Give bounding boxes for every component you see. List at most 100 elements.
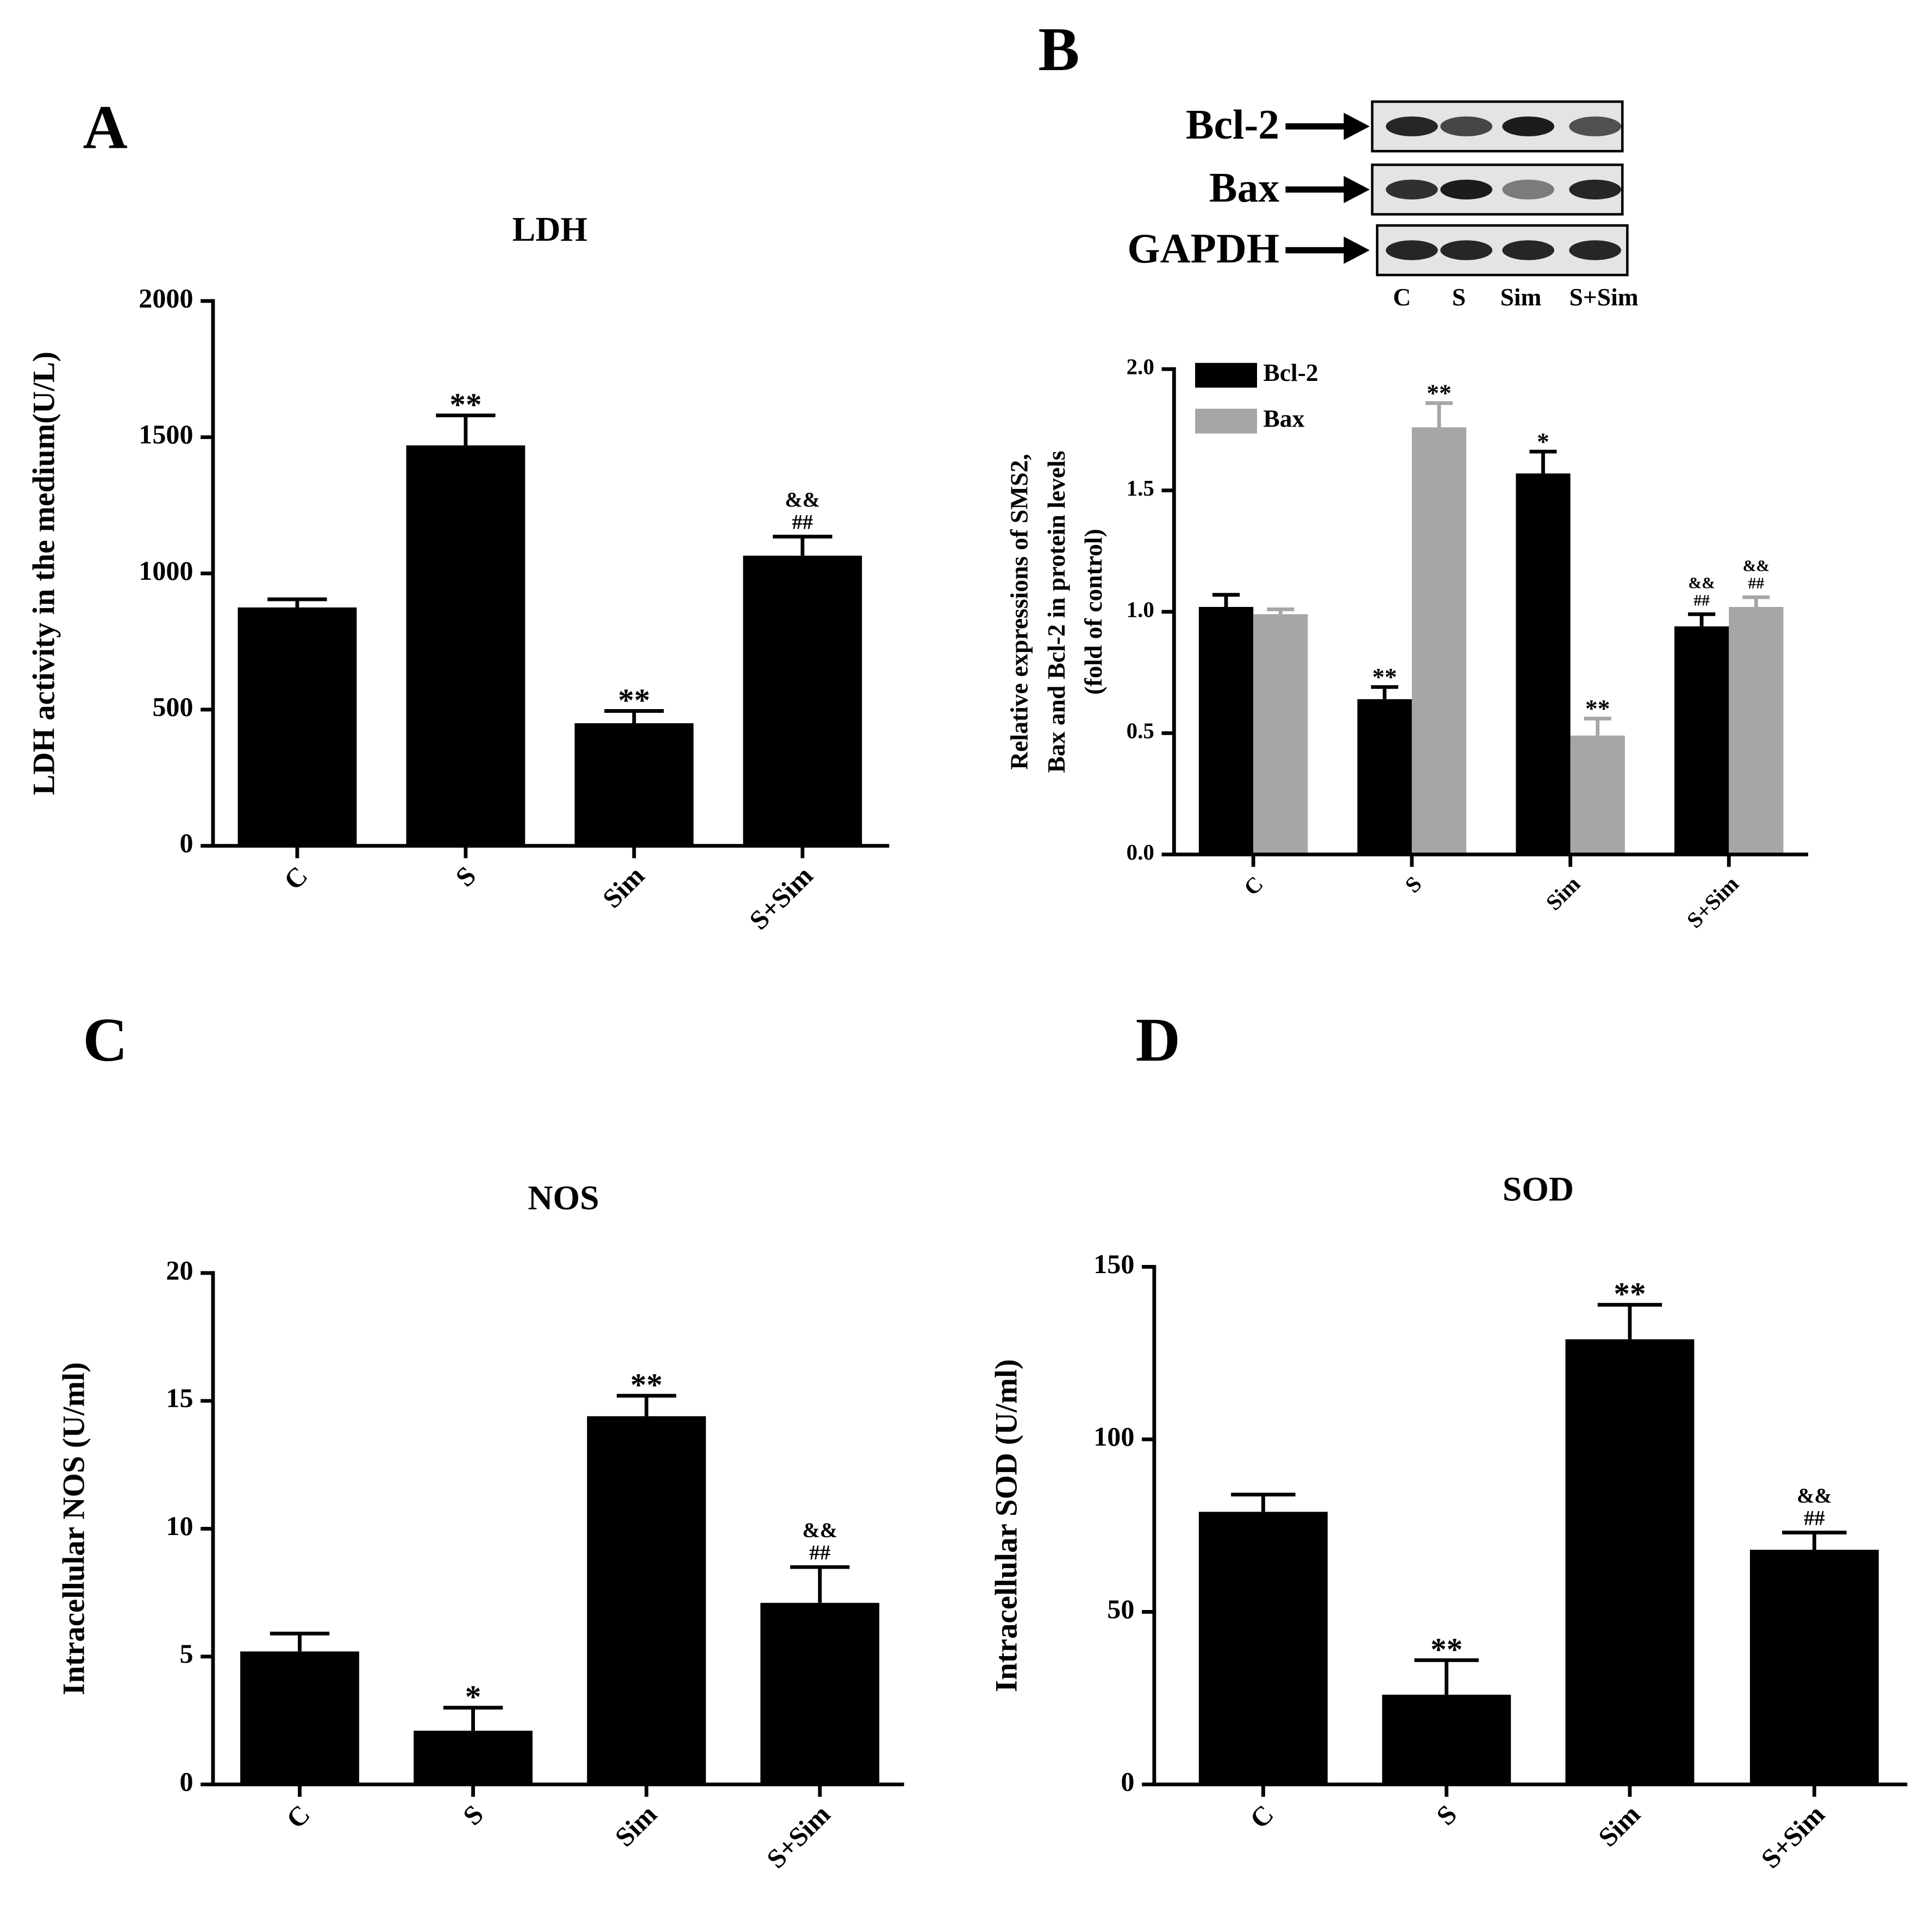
legend-label: Bcl-2 bbox=[1263, 359, 1318, 386]
blot-band bbox=[1569, 240, 1622, 260]
bar bbox=[240, 1651, 359, 1784]
y-tick-label: 5 bbox=[179, 1638, 193, 1669]
y-tick-label: 1000 bbox=[139, 555, 193, 586]
x-tick-label: C bbox=[1239, 871, 1267, 900]
blot-lane-label: S bbox=[1452, 283, 1466, 311]
blot-band bbox=[1569, 116, 1622, 136]
blot-band bbox=[1502, 179, 1554, 200]
y-tick-label: 100 bbox=[1093, 1421, 1134, 1451]
blot-lane-label: C bbox=[1393, 283, 1411, 311]
legend-swatch bbox=[1195, 409, 1258, 434]
x-tick-label: S bbox=[1430, 1799, 1462, 1831]
y-axis-label: LDH activity in the medium(U/L) bbox=[27, 352, 61, 795]
chart-title: LDH bbox=[512, 210, 587, 248]
x-tick-label: Sim bbox=[609, 1799, 662, 1852]
blot-band bbox=[1569, 179, 1622, 200]
y-tick-label: 0.0 bbox=[1127, 840, 1154, 864]
annotation: ## bbox=[1693, 592, 1710, 609]
blot-row-label: Bax bbox=[1209, 164, 1279, 211]
bar bbox=[587, 1416, 706, 1784]
y-axis-label: Relative expressions of SMS2, bbox=[1005, 454, 1033, 769]
blot-arrowhead bbox=[1343, 236, 1370, 264]
bar bbox=[1750, 1550, 1879, 1784]
y-tick-label: 0 bbox=[1121, 1766, 1134, 1796]
annotation: && bbox=[1797, 1484, 1832, 1507]
bar bbox=[1253, 614, 1308, 855]
bar bbox=[1198, 606, 1254, 855]
blot-row-label: GAPDH bbox=[1127, 225, 1279, 272]
annotation: ** bbox=[618, 682, 650, 718]
blot-band bbox=[1386, 179, 1438, 200]
blot-band bbox=[1440, 179, 1493, 200]
bar bbox=[1516, 473, 1571, 855]
y-tick-label: 150 bbox=[1093, 1249, 1134, 1279]
bar bbox=[743, 555, 862, 846]
bar bbox=[760, 1602, 879, 1784]
x-tick-label: C bbox=[1244, 1799, 1279, 1834]
y-tick-label: 2.0 bbox=[1127, 354, 1154, 379]
bar bbox=[1411, 427, 1467, 855]
annotation: ** bbox=[1427, 379, 1452, 407]
blot-band bbox=[1440, 116, 1493, 136]
y-tick-label: 1500 bbox=[139, 419, 193, 449]
annotation: * bbox=[1537, 428, 1549, 455]
annotation: && bbox=[785, 488, 820, 512]
bar bbox=[574, 723, 694, 846]
blot-band bbox=[1386, 116, 1438, 136]
y-tick-label: 1.0 bbox=[1127, 597, 1154, 622]
annotation: ## bbox=[1748, 575, 1765, 592]
y-tick-label: 50 bbox=[1107, 1594, 1134, 1624]
x-tick-label: C bbox=[280, 1799, 316, 1834]
y-tick-label: 0 bbox=[179, 828, 193, 858]
y-tick-label: 2000 bbox=[139, 283, 193, 313]
panel-label: C bbox=[83, 1005, 128, 1074]
y-axis-label: Intracellular SOD (U/ml) bbox=[989, 1359, 1023, 1692]
bar bbox=[1565, 1339, 1695, 1784]
blot-band bbox=[1386, 240, 1438, 260]
x-tick-label: S+Sim bbox=[761, 1799, 836, 1874]
legend-label: Bax bbox=[1263, 404, 1304, 432]
bar bbox=[1198, 1512, 1328, 1784]
bar bbox=[406, 445, 526, 846]
y-tick-label: 15 bbox=[166, 1383, 193, 1413]
annotation: ## bbox=[792, 511, 813, 534]
chart-title: SOD bbox=[1503, 1169, 1574, 1208]
blot-arrowhead bbox=[1343, 176, 1370, 203]
y-axis-label: (fold of control) bbox=[1079, 529, 1107, 694]
bar bbox=[1729, 606, 1784, 855]
bar bbox=[237, 607, 357, 846]
bar bbox=[1357, 699, 1412, 855]
blot-band bbox=[1502, 240, 1554, 260]
panel-label: B bbox=[1038, 15, 1079, 84]
panel-label: D bbox=[1136, 1005, 1180, 1074]
y-axis-label: Bax and Bcl-2 in protein levels bbox=[1042, 451, 1070, 773]
annotation: ** bbox=[630, 1367, 662, 1403]
annotation: ## bbox=[1804, 1507, 1825, 1530]
y-tick-label: 1.5 bbox=[1127, 475, 1154, 500]
blot-lane-label: S+Sim bbox=[1569, 283, 1638, 311]
x-tick-label: Sim bbox=[1541, 871, 1585, 915]
annotation: ** bbox=[1372, 663, 1397, 691]
x-tick-label: S bbox=[457, 1799, 489, 1831]
y-tick-label: 10 bbox=[166, 1511, 193, 1541]
panel-label: A bbox=[83, 92, 128, 161]
annotation: && bbox=[802, 1519, 837, 1542]
annotation: && bbox=[1743, 557, 1770, 575]
annotation: ## bbox=[809, 1541, 830, 1564]
y-tick-label: 0 bbox=[179, 1766, 193, 1796]
x-tick-label: S+Sim bbox=[1681, 871, 1743, 933]
bar bbox=[414, 1731, 533, 1784]
y-tick-label: 500 bbox=[152, 691, 193, 722]
x-tick-label: S bbox=[1400, 871, 1427, 898]
annotation: ** bbox=[1614, 1276, 1646, 1312]
blot-row-label: Bcl-2 bbox=[1186, 101, 1279, 148]
y-axis-label: Intracellular NOS (U/ml) bbox=[57, 1362, 91, 1695]
x-tick-label: S+Sim bbox=[743, 860, 819, 936]
x-tick-label: Sim bbox=[1592, 1799, 1646, 1852]
bar bbox=[1382, 1694, 1511, 1784]
x-tick-label: S+Sim bbox=[1755, 1799, 1830, 1874]
x-tick-label: C bbox=[278, 860, 313, 895]
annotation: * bbox=[465, 1679, 482, 1715]
legend-swatch bbox=[1195, 362, 1258, 388]
